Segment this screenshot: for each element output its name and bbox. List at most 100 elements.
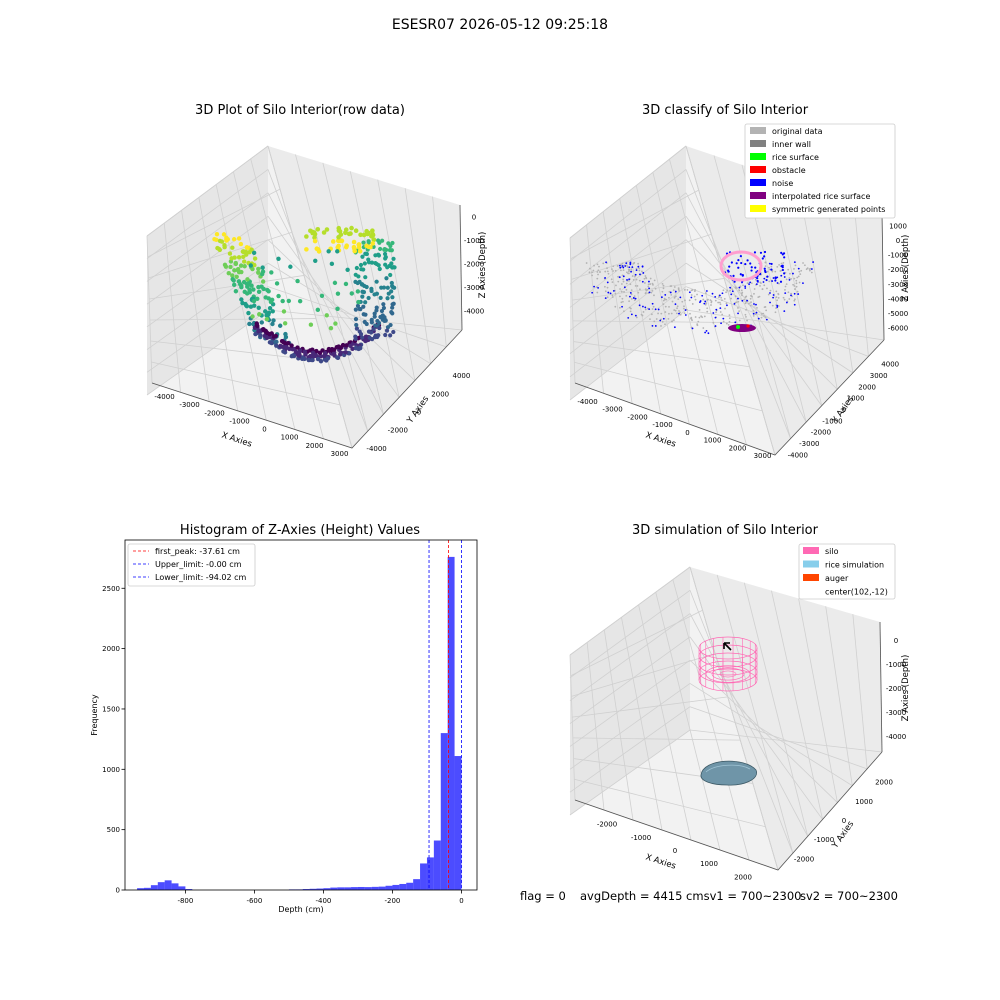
original-data-point [630, 289, 633, 292]
data-point [304, 247, 309, 252]
data-point [374, 279, 379, 284]
noise-point [784, 292, 787, 295]
original-data-point [748, 302, 750, 305]
original-data-point [738, 289, 741, 292]
noise-point [660, 296, 663, 299]
histogram-bar [344, 887, 352, 890]
grid-line [685, 262, 854, 374]
original-data-point [696, 323, 699, 326]
original-data-point [619, 306, 621, 309]
data-point [371, 244, 376, 249]
original-data-point [628, 300, 631, 303]
legend-label: interpolated rice surface [772, 192, 870, 201]
legend-swatch [803, 547, 819, 554]
original-data-point [623, 310, 625, 313]
original-data-point [611, 294, 614, 297]
y-tick-label: 2000 [875, 779, 893, 787]
z-axis-label: Z Axies (Depth) [901, 655, 911, 722]
original-data-point [645, 276, 647, 279]
original-data-point [614, 269, 617, 272]
original-data-point [597, 269, 600, 272]
data-point [369, 286, 374, 291]
original-data-point [727, 323, 730, 326]
data-point [376, 263, 381, 268]
original-data-point [694, 289, 696, 291]
original-data-point [621, 300, 624, 303]
data-point [383, 254, 388, 260]
original-data-point [777, 305, 780, 307]
noise-point [621, 305, 623, 308]
original-data-point [662, 284, 665, 287]
x-tick-label: -800 [177, 897, 193, 905]
noise-point [701, 294, 704, 297]
grid-line [267, 145, 353, 449]
data-point [281, 309, 287, 314]
data-point [374, 305, 379, 310]
data-point [379, 308, 385, 314]
original-data-point [671, 300, 674, 303]
original-data-point [643, 277, 646, 280]
original-data-point [793, 268, 795, 270]
data-point [221, 232, 227, 237]
data-point [258, 332, 263, 338]
noise-point [654, 308, 657, 311]
original-data-point [766, 287, 768, 290]
noise-point [726, 304, 728, 307]
original-data-point [681, 300, 684, 303]
data-point [234, 274, 239, 279]
x-tick-label: -4000 [577, 398, 597, 406]
noise-point [630, 313, 633, 316]
original-data-point [638, 288, 641, 291]
original-data-point [728, 314, 731, 317]
data-point [264, 317, 270, 322]
original-data-point [644, 282, 646, 284]
original-data-point [712, 321, 715, 324]
grid-line [603, 629, 634, 821]
original-data-point [653, 294, 655, 297]
plot1-axes: -4000 -3000 -2000 -1000 0 1000 2000 3000 -4000 -2… [146, 145, 488, 458]
original-data-point [724, 307, 726, 310]
data-point [242, 259, 247, 264]
data-point [361, 267, 366, 272]
y-tick-label: 1000 [102, 766, 120, 774]
noise-point [639, 273, 641, 276]
data-point [253, 331, 258, 337]
grid-line [432, 196, 447, 347]
data-point [354, 322, 359, 328]
data-point [329, 261, 335, 267]
grid-line [685, 169, 791, 439]
noise-point [763, 267, 766, 270]
original-data-point [626, 266, 629, 268]
grid-line [569, 654, 576, 801]
original-data-point [670, 285, 673, 287]
z-tick-label: -1000 [886, 661, 906, 669]
histogram-bar [337, 887, 345, 890]
original-data-point [689, 312, 691, 315]
data-point [236, 255, 242, 260]
noise-point [619, 266, 622, 269]
noise-point [621, 265, 624, 267]
original-data-point [723, 297, 726, 300]
original-data-point [793, 299, 796, 302]
grid-line [569, 309, 687, 401]
original-data-point [647, 283, 650, 286]
histogram-legend: first_peak: -37.61 cm Upper_limit: -0.00 … [127, 543, 256, 587]
grid-line [689, 729, 883, 753]
grid-line [146, 145, 269, 237]
data-point [228, 264, 233, 270]
grid-line [655, 592, 721, 851]
original-data-point [673, 309, 676, 311]
data-point [248, 304, 254, 309]
original-data-point [766, 270, 769, 273]
data-point [336, 243, 341, 249]
original-data-point [797, 275, 800, 278]
data-point [360, 289, 365, 294]
data-point [371, 237, 377, 243]
legend-label: auger [825, 574, 849, 583]
y-axis-label: Y Axies [405, 394, 432, 426]
data-point [388, 333, 393, 338]
data-point [286, 298, 292, 304]
grid-line [322, 162, 384, 415]
original-data-point [640, 313, 643, 316]
original-data-point [746, 282, 749, 285]
